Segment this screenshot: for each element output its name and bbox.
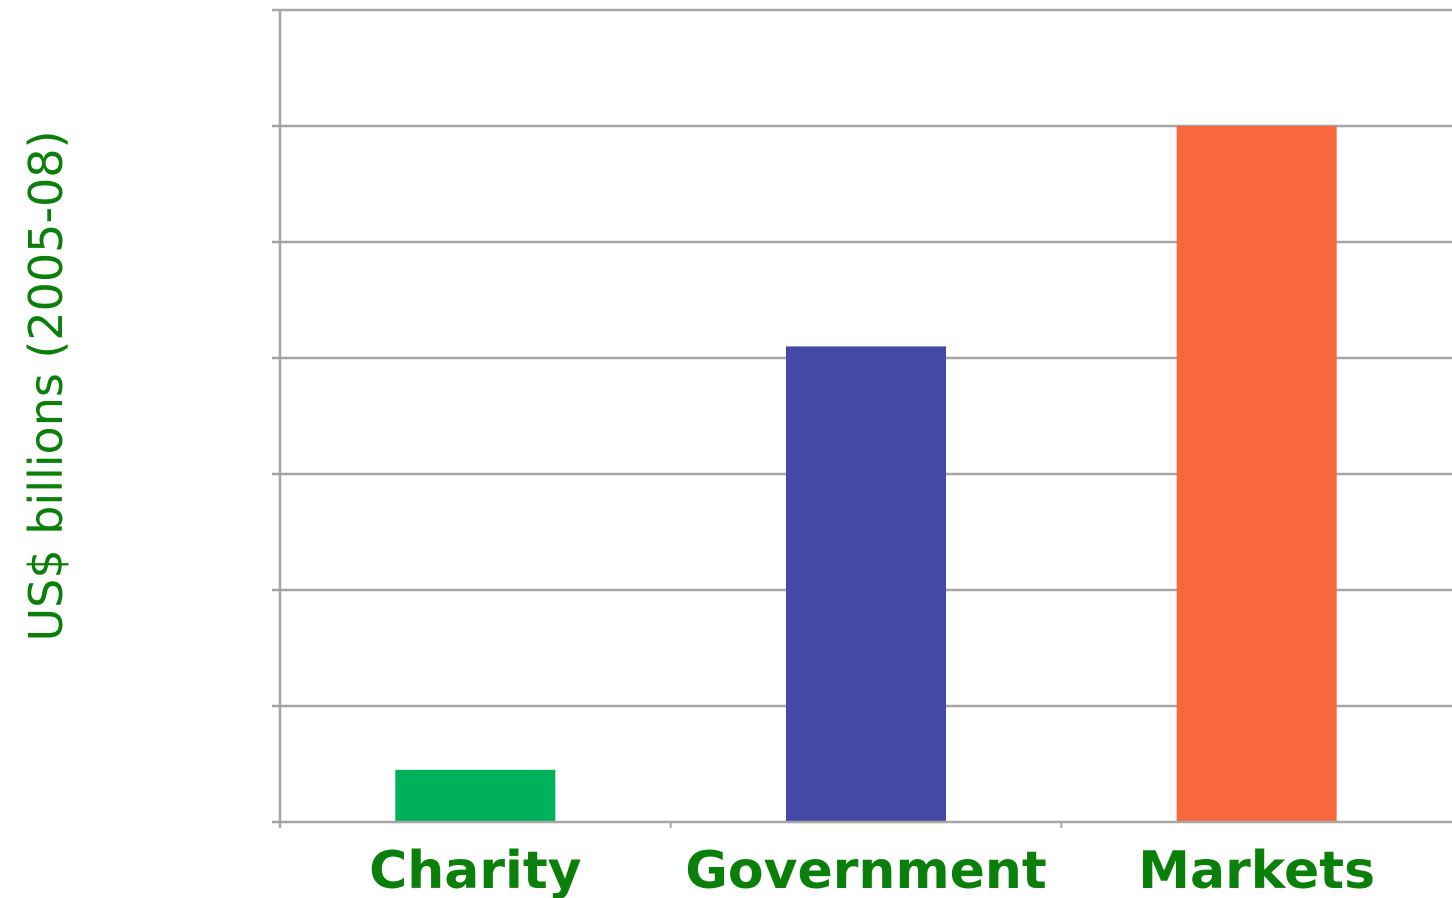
bar-government (786, 346, 946, 822)
category-label-government: Government (685, 841, 1047, 898)
category-labels: Charity Government Markets (369, 841, 1375, 898)
y-axis-label: US$ billions (2005-08) (19, 130, 73, 641)
bar-charity (395, 769, 556, 822)
axes (272, 8, 1452, 828)
category-label-markets: Markets (1138, 841, 1375, 898)
category-label-charity: Charity (369, 841, 582, 898)
bar-markets (1176, 126, 1337, 822)
bars (395, 126, 1337, 822)
